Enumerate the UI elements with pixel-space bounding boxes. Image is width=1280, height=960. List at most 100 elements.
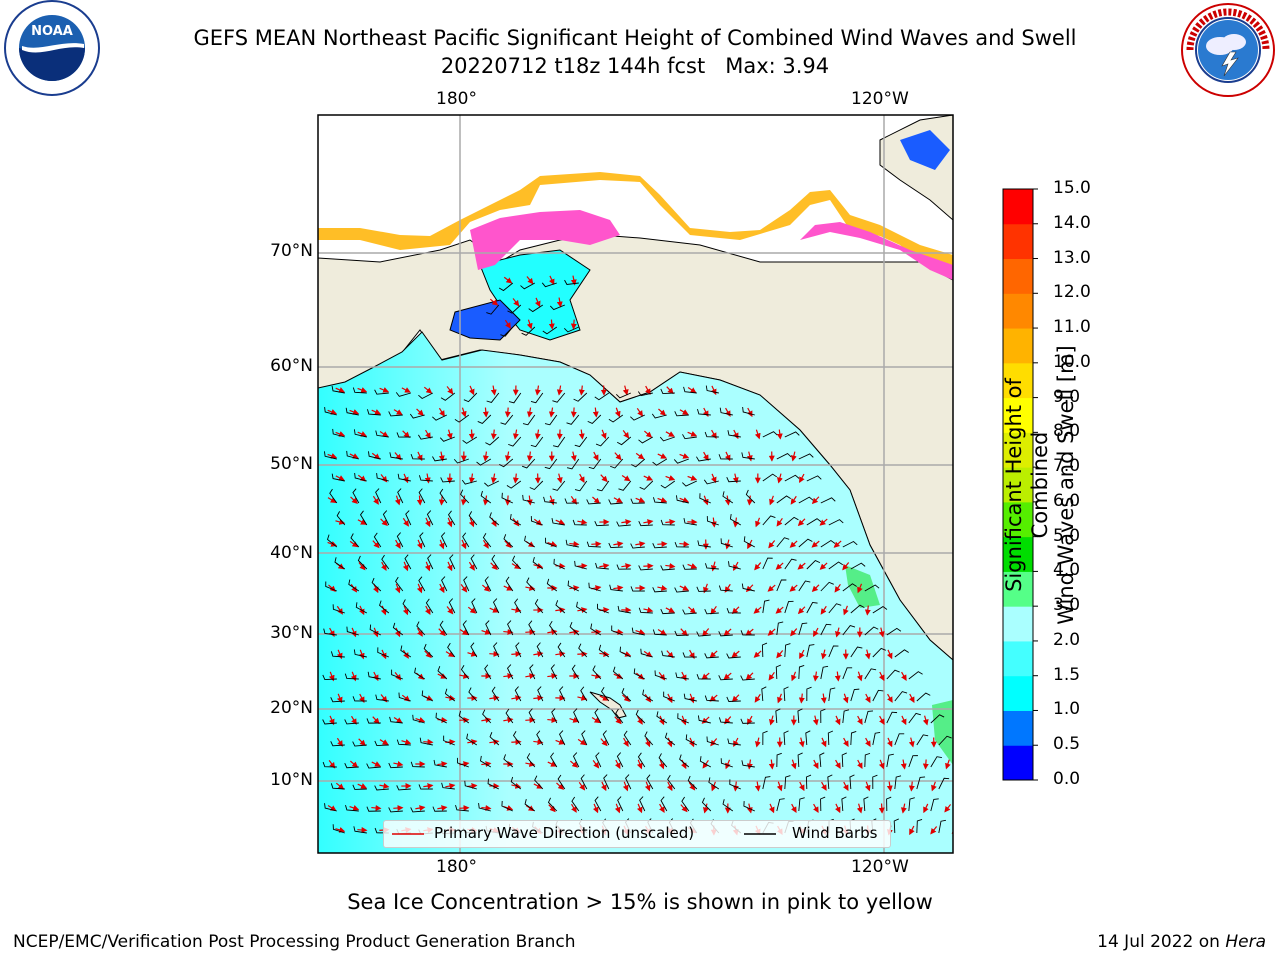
wave-direction-arrow bbox=[747, 407, 753, 418]
wind-barb bbox=[850, 562, 866, 570]
wave-direction-arrow bbox=[768, 759, 775, 770]
wave-direction-arrow bbox=[600, 781, 607, 792]
wave-direction-arrow bbox=[592, 496, 601, 504]
wind-barb bbox=[762, 431, 778, 438]
wave-direction-arrow bbox=[679, 453, 690, 459]
lat-label-20n: 20°N bbox=[270, 698, 313, 718]
wind-barb bbox=[493, 642, 500, 658]
wind-barb bbox=[444, 688, 456, 702]
wind-barb bbox=[480, 755, 492, 768]
wind-barb bbox=[405, 510, 412, 526]
swell-patch-mexico bbox=[932, 700, 953, 765]
wind-barb bbox=[536, 730, 544, 746]
wave-direction-arrow bbox=[490, 429, 497, 440]
wave-direction-arrow bbox=[798, 737, 805, 748]
wind-barb bbox=[660, 519, 675, 526]
sea-ice-pink-east bbox=[800, 222, 953, 280]
wave-direction-arrow bbox=[570, 760, 579, 768]
wind-barb bbox=[775, 664, 782, 680]
wind-barb bbox=[508, 392, 522, 404]
wind-barb bbox=[505, 576, 514, 592]
colorbar-tick-label: 14.0 bbox=[1053, 212, 1091, 233]
wave-direction-arrow bbox=[666, 781, 673, 792]
wind-barb bbox=[484, 576, 492, 592]
wave-direction-arrow bbox=[864, 605, 871, 616]
wave-direction-arrow bbox=[328, 760, 336, 769]
wave-direction-arrow bbox=[503, 585, 513, 591]
wave-direction-arrow bbox=[335, 782, 345, 790]
wave-direction-arrow bbox=[349, 760, 359, 768]
wave-direction-arrow bbox=[798, 693, 805, 704]
wave-direction-arrow bbox=[864, 649, 871, 660]
wind-barb bbox=[674, 587, 689, 593]
wind-barb bbox=[667, 774, 676, 790]
wave-direction-arrow bbox=[482, 539, 489, 549]
wave-direction-arrow bbox=[468, 385, 475, 396]
wind-barb bbox=[322, 674, 337, 681]
lat-label-50n: 50°N bbox=[270, 454, 313, 474]
wave-direction-arrow bbox=[731, 650, 740, 658]
wave-direction-arrow bbox=[371, 761, 381, 767]
wave-direction-arrow bbox=[709, 694, 718, 702]
wind-barb bbox=[842, 540, 858, 548]
wind-barb bbox=[574, 436, 588, 448]
wind-barb bbox=[512, 555, 522, 570]
wave-direction-arrow bbox=[468, 517, 475, 528]
wind-barb bbox=[530, 436, 544, 448]
wind-barb bbox=[506, 480, 522, 489]
wave-direction-arrow bbox=[680, 628, 688, 637]
wind-barb bbox=[864, 626, 879, 636]
wind-barb bbox=[661, 650, 675, 658]
wind-barb bbox=[440, 532, 448, 548]
wind-barb bbox=[419, 532, 426, 548]
colorbar-swatch bbox=[1003, 432, 1033, 468]
wind-barb bbox=[930, 756, 942, 768]
wind-barb bbox=[798, 665, 805, 680]
wind-barb bbox=[595, 752, 602, 768]
wave-direction-arrow bbox=[556, 782, 565, 790]
wave-direction-arrow bbox=[600, 429, 607, 440]
wave-direction-arrow bbox=[623, 737, 629, 747]
wind-barb bbox=[681, 796, 690, 812]
wave-direction-arrow bbox=[702, 495, 709, 506]
wave-direction-arrow bbox=[512, 298, 520, 307]
wind-barb bbox=[466, 733, 478, 746]
wave-direction-arrow bbox=[460, 495, 467, 506]
wind-barb bbox=[828, 687, 836, 702]
wind-barb bbox=[850, 688, 860, 702]
lat-label-60n: 60°N bbox=[270, 356, 313, 376]
wind-barb bbox=[462, 532, 470, 548]
wind-barb bbox=[729, 779, 741, 790]
wave-direction-arrow bbox=[865, 737, 871, 747]
wave-direction-arrow bbox=[394, 583, 401, 594]
wave-direction-arrow bbox=[843, 781, 849, 792]
wind-barb bbox=[805, 730, 811, 746]
wind-barb bbox=[352, 696, 367, 702]
wind-barb bbox=[443, 735, 455, 746]
wind-barb bbox=[625, 774, 632, 790]
wave-direction-arrow bbox=[357, 387, 368, 393]
wind-barb bbox=[827, 774, 833, 790]
wind-barb bbox=[618, 480, 632, 491]
wind-barb bbox=[660, 388, 675, 394]
wave-direction-arrow bbox=[622, 781, 629, 792]
wind-barb bbox=[546, 578, 558, 592]
wind-barb bbox=[520, 282, 536, 290]
wind-barb bbox=[827, 730, 834, 746]
wind-barb bbox=[377, 647, 389, 658]
wind-barb bbox=[886, 669, 900, 680]
wind-barb bbox=[828, 561, 843, 570]
wind-barb bbox=[705, 563, 719, 570]
colorbar-swatch bbox=[1003, 571, 1033, 607]
wave-direction-arrow bbox=[687, 475, 698, 481]
wave-direction-arrow bbox=[579, 473, 585, 484]
colorbar-tick-label: 8.0 bbox=[1053, 421, 1081, 442]
wind-barb bbox=[682, 652, 697, 658]
wind-barb bbox=[482, 533, 492, 548]
wind-barb bbox=[410, 807, 425, 813]
wave-direction-arrow bbox=[635, 541, 646, 548]
wind-barb bbox=[565, 539, 579, 548]
wind-barb bbox=[703, 479, 719, 485]
wave-direction-arrow bbox=[526, 276, 534, 285]
wave-direction-arrow bbox=[621, 563, 632, 570]
